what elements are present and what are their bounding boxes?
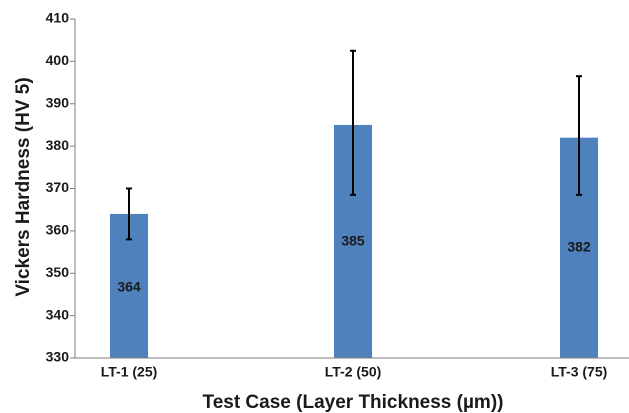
x-axis-title: Test Case (Layer Thickness (µm)) <box>203 392 504 413</box>
y-tick-label: 360 <box>46 222 70 238</box>
y-tick-label: 340 <box>46 306 70 322</box>
y-tick-label: 400 <box>46 52 70 68</box>
y-axis-title: Vickers Hardness (HV 5) <box>13 77 34 296</box>
y-tick-label: 390 <box>46 94 70 110</box>
x-tick-label: LT-3 (75) <box>551 364 608 380</box>
y-tick-label: 330 <box>46 349 70 365</box>
y-tick-label: 380 <box>46 137 70 153</box>
y-axis-title-group: Vickers Hardness (HV 5) <box>13 77 34 296</box>
x-tick-label: LT-1 (25) <box>101 364 158 380</box>
y-tick-label: 410 <box>46 10 70 26</box>
x-tick-label: LT-2 (50) <box>325 364 382 380</box>
y-tick-label: 350 <box>46 264 70 280</box>
data-label-2: 385 <box>341 233 365 249</box>
data-label-3: 382 <box>567 239 591 255</box>
plot-area: 330 340 350 360 370 380 390 400 410 LT-1 (25) LT-2… <box>46 10 629 380</box>
data-label-1: 364 <box>117 279 141 295</box>
y-tick-label: 370 <box>46 179 70 195</box>
